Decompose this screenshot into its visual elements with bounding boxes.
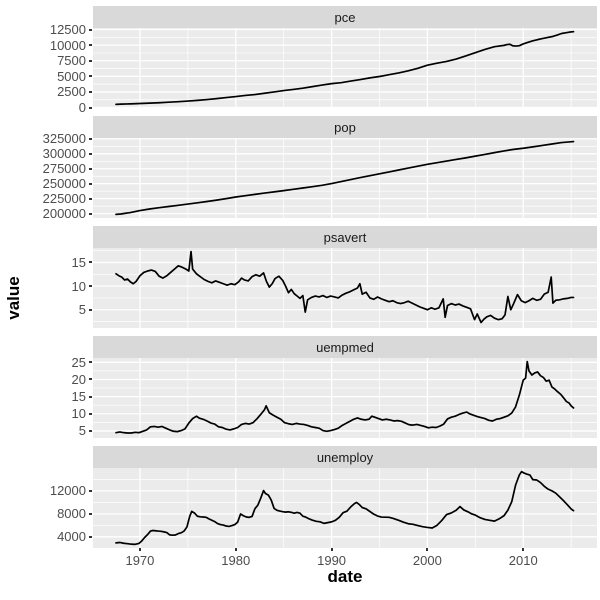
y-tick-label: 250000	[42, 176, 86, 192]
facet-strip-psavert: psavert	[93, 226, 597, 248]
y-tick-mark	[89, 106, 92, 109]
unemploy-line	[115, 470, 575, 546]
y-tick-label: 10	[71, 278, 86, 294]
x-tick-label: 2010	[508, 553, 538, 568]
y-tick-label: 200000	[42, 206, 86, 222]
facet-panel-unemploy	[93, 468, 597, 548]
y-tick-mark	[89, 308, 92, 311]
x-tick-label: 2000	[412, 553, 442, 568]
facet-panel-pop	[93, 138, 597, 218]
facet-strip-label: pop	[334, 119, 356, 135]
y-tick-label: 275000	[42, 161, 86, 177]
y-tick-mark	[89, 429, 92, 432]
x-axis-title: date	[327, 567, 363, 586]
x-tick-mark	[234, 548, 237, 551]
y-tick-mark	[89, 182, 92, 185]
y-tick-label: 0	[78, 100, 86, 116]
facet-panel-uempmed	[93, 358, 597, 438]
facet-panel-pce	[93, 28, 597, 108]
y-tick-mark	[89, 395, 92, 398]
y-tick-label: 7500	[57, 53, 86, 69]
y-tick-label: 5000	[57, 68, 86, 84]
y-tick-label: 5	[78, 302, 86, 318]
y-tick-label: 12000	[49, 483, 86, 499]
y-tick-label: 12500	[49, 22, 86, 38]
y-tick-mark	[89, 512, 92, 515]
x-tick-mark	[330, 548, 333, 551]
y-tick-mark	[89, 137, 92, 140]
facet-strip-label: uempmed	[316, 339, 374, 355]
y-tick-mark	[89, 28, 92, 31]
y-tick-label: 10000	[49, 37, 86, 53]
facet-strip-uempmed: uempmed	[93, 336, 597, 358]
y-tick-mark	[89, 167, 92, 170]
y-tick-label: 5	[78, 423, 86, 439]
y-tick-mark	[89, 261, 92, 264]
y-tick-mark	[89, 361, 92, 364]
y-tick-label: 225000	[42, 191, 86, 207]
x-tick-label: 1990	[317, 553, 347, 568]
y-tick-label: 325000	[42, 131, 86, 147]
y-tick-mark	[89, 152, 92, 155]
facet-panel-psavert	[93, 248, 597, 328]
y-tick-label: 20	[71, 371, 86, 387]
y-tick-mark	[89, 489, 92, 492]
facet-strip-label: pce	[334, 9, 356, 25]
y-tick-label: 2500	[57, 84, 86, 100]
y-tick-mark	[89, 378, 92, 381]
y-tick-mark	[89, 44, 92, 47]
y-tick-label: 15	[71, 389, 86, 405]
y-axis-title: value	[4, 276, 23, 320]
uempmed-line	[115, 360, 575, 434]
facet-strip-pce: pce	[93, 6, 597, 28]
facet-strip-unemploy: unemploy	[93, 446, 597, 468]
x-tick-label: 1980	[221, 553, 251, 568]
psavert-line	[115, 250, 575, 324]
y-tick-label: 25	[71, 354, 86, 370]
y-tick-label: 10	[71, 406, 86, 422]
facet-strip-label: unemploy	[316, 449, 374, 465]
x-tick-label: 1970	[125, 553, 155, 568]
y-tick-mark	[89, 285, 92, 288]
y-tick-mark	[89, 90, 92, 93]
y-tick-label: 15	[71, 254, 86, 270]
y-tick-mark	[89, 59, 92, 62]
pop-line	[115, 140, 575, 216]
facet-strip-pop: pop	[93, 116, 597, 138]
y-tick-label: 8000	[57, 506, 86, 522]
y-tick-label: 300000	[42, 146, 86, 162]
pce-line	[115, 30, 575, 106]
y-tick-mark	[89, 197, 92, 200]
x-tick-mark	[522, 548, 525, 551]
y-tick-label: 4000	[57, 529, 86, 545]
y-tick-mark	[89, 412, 92, 415]
x-tick-mark	[426, 548, 429, 551]
x-tick-mark	[138, 548, 141, 551]
y-tick-mark	[89, 212, 92, 215]
y-tick-mark	[89, 535, 92, 538]
y-tick-mark	[89, 75, 92, 78]
facet-strip-label: psavert	[323, 229, 367, 245]
